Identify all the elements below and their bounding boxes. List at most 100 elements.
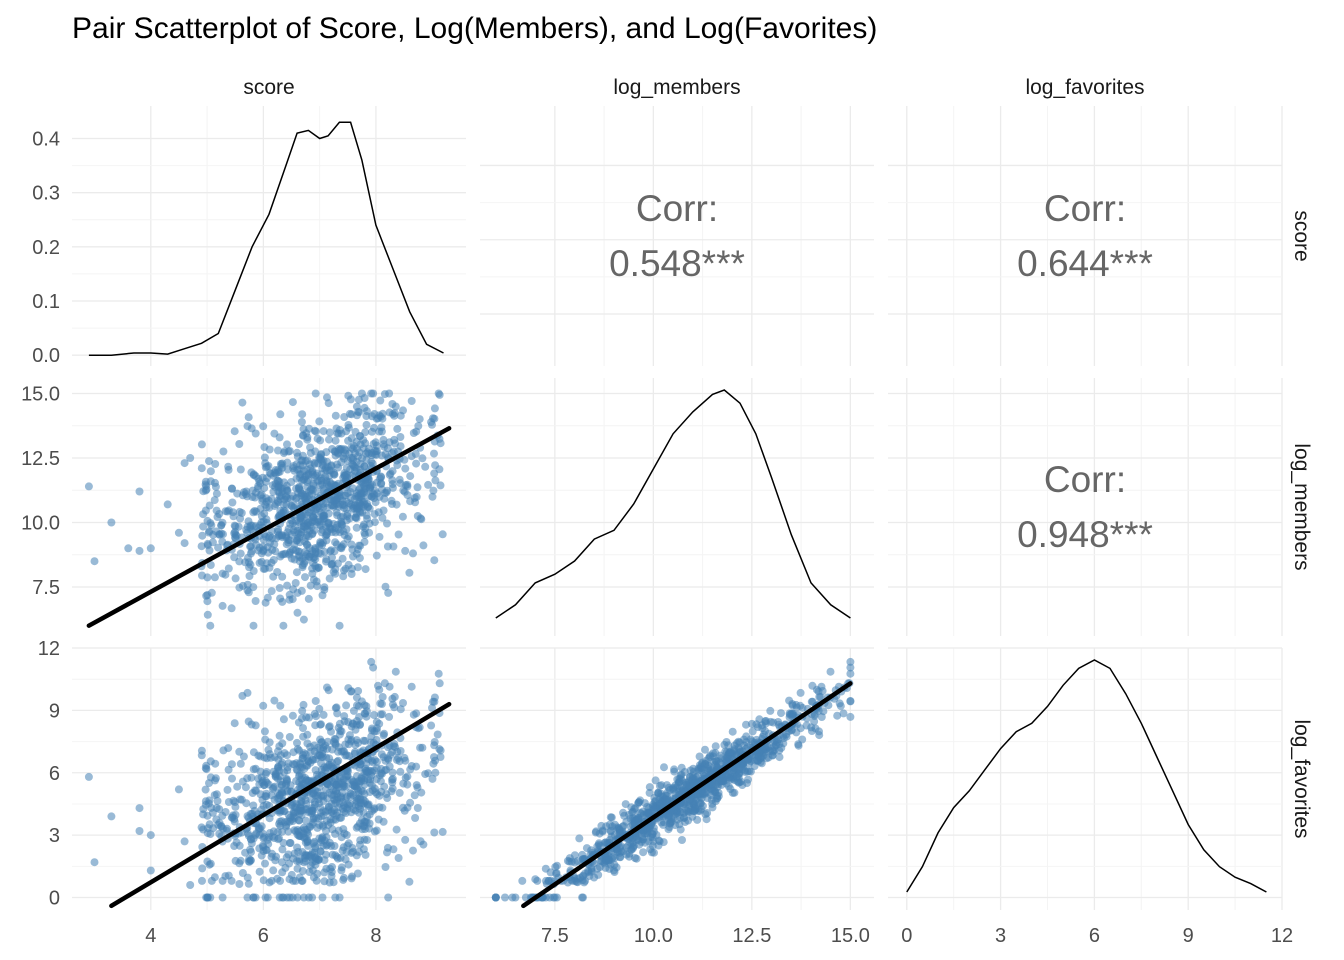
- scatter-point: [205, 546, 214, 555]
- scatter-point: [335, 813, 344, 822]
- scatter-point: [271, 770, 280, 779]
- scatter-point: [345, 731, 354, 740]
- scatter-point: [282, 492, 291, 501]
- scatter-point: [198, 876, 206, 885]
- scatter-point: [377, 479, 386, 488]
- scatter-point: [271, 547, 280, 556]
- scatter-point: [350, 462, 358, 471]
- scatter-point: [394, 854, 403, 862]
- scatter-point: [631, 854, 639, 862]
- scatter-point: [333, 709, 342, 718]
- scatter-point: [224, 798, 233, 806]
- scatter-point: [696, 763, 705, 771]
- scatter-point: [398, 512, 407, 521]
- scatter-point: [726, 747, 735, 756]
- scatter-point: [302, 761, 311, 770]
- y-tick-label: 0.4: [32, 129, 60, 151]
- scatter-point: [274, 476, 283, 485]
- scatter-point: [284, 759, 293, 768]
- scatter-point: [377, 700, 386, 708]
- scatter-point: [678, 836, 686, 844]
- scatter-point: [198, 864, 207, 873]
- scatter-point: [275, 511, 284, 520]
- scatter-point: [418, 454, 427, 463]
- scatter-point: [664, 812, 673, 821]
- scatter-point: [340, 873, 348, 882]
- scatter-point: [644, 809, 653, 818]
- scatter-point: [228, 498, 237, 507]
- scatter-point: [354, 395, 363, 404]
- scatter-point: [247, 720, 256, 729]
- scatter-point: [339, 452, 348, 461]
- x-tick-label: 3: [995, 925, 1006, 947]
- scatter-point: [630, 841, 638, 850]
- scatter-point: [197, 746, 206, 755]
- scatter-point: [846, 669, 855, 678]
- scatter-point: [766, 717, 775, 726]
- scatter-point: [370, 711, 378, 719]
- scatter-point: [360, 528, 369, 537]
- scatter-point: [310, 526, 319, 535]
- scatter-point: [252, 540, 261, 549]
- scatter-point: [357, 799, 366, 807]
- scatter-point: [271, 469, 280, 478]
- scatter-point: [430, 449, 438, 458]
- strip-right-log_members: log_members: [1290, 443, 1313, 570]
- scatter-point: [766, 706, 775, 715]
- scatter-point: [231, 798, 239, 807]
- scatter-point: [252, 829, 261, 838]
- scatter-point: [337, 519, 346, 528]
- scatter-point: [383, 519, 391, 528]
- scatter-point: [262, 792, 271, 801]
- scatter-point: [218, 518, 227, 527]
- scatter-point: [305, 851, 314, 860]
- y-tick-label: 15.0: [21, 383, 60, 405]
- scatter-point: [355, 554, 364, 563]
- scatter-point: [375, 532, 384, 541]
- scatter-point: [186, 454, 195, 462]
- y-tick-label: 10.0: [21, 512, 60, 534]
- scatter-point: [374, 815, 383, 824]
- scatter-point: [333, 854, 342, 863]
- scatter-point: [243, 492, 252, 501]
- scatter-point: [322, 841, 331, 850]
- scatter-point: [391, 667, 400, 676]
- scatter-point: [354, 738, 363, 747]
- scatter-point: [206, 621, 215, 630]
- scatter-point: [401, 464, 410, 473]
- scatter-point: [332, 495, 341, 504]
- scatter-score-log_favorites: [84, 657, 447, 902]
- scatter-point: [304, 532, 313, 541]
- scatter-point: [826, 667, 835, 676]
- scatter-point: [255, 867, 264, 876]
- scatter-point: [349, 504, 358, 513]
- scatter-point: [338, 798, 347, 807]
- scatter-point: [331, 829, 340, 838]
- scatter-point: [400, 455, 409, 464]
- scatter-point: [330, 469, 338, 477]
- scatter-point: [236, 549, 245, 558]
- scatter-point: [254, 482, 263, 490]
- scatter-point: [388, 467, 397, 476]
- scatter-point: [205, 457, 213, 466]
- scatter-point: [627, 803, 636, 812]
- scatter-point: [201, 764, 210, 773]
- scatter-point: [329, 878, 338, 887]
- scatter-point: [388, 774, 397, 783]
- scatter-point: [665, 823, 674, 832]
- scatter-point: [287, 478, 296, 486]
- scatter-point: [293, 448, 301, 457]
- scatter-point: [261, 463, 270, 472]
- scatter-point: [288, 711, 297, 720]
- scatter-point: [352, 402, 361, 411]
- y-tick-label: 6: [49, 763, 60, 785]
- scatter-point: [243, 422, 252, 431]
- scatter-point: [319, 710, 328, 719]
- scatter-point: [310, 837, 319, 846]
- scatter-point: [206, 467, 215, 476]
- scatter-point: [356, 440, 365, 449]
- scatter-point: [340, 445, 349, 454]
- scatter-point: [740, 741, 749, 750]
- scatter-point: [775, 753, 784, 762]
- scatter-point: [374, 681, 382, 690]
